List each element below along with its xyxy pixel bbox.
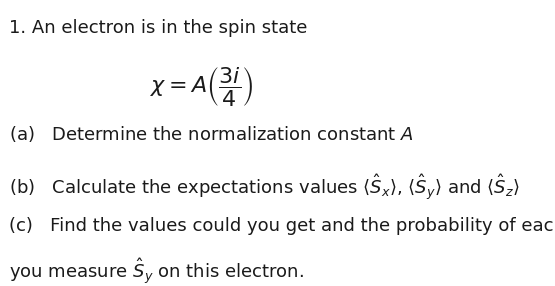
Text: 1. An electron is in the spin state: 1. An electron is in the spin state (9, 19, 308, 37)
Text: (c)   Find the values could you get and the probability of each if: (c) Find the values could you get and th… (9, 217, 555, 235)
Text: you measure $\hat{S}_y$ on this electron.: you measure $\hat{S}_y$ on this electron… (9, 256, 305, 286)
Text: $\chi = A\left(\dfrac{3i}{4}\right)$: $\chi = A\left(\dfrac{3i}{4}\right)$ (150, 65, 254, 108)
Text: (b)   Calculate the expectations values $\langle\hat{S}_x\rangle$, $\langle\hat{: (b) Calculate the expectations values $\… (9, 172, 520, 202)
Text: (a)   Determine the normalization constant $A$: (a) Determine the normalization constant… (9, 124, 414, 144)
